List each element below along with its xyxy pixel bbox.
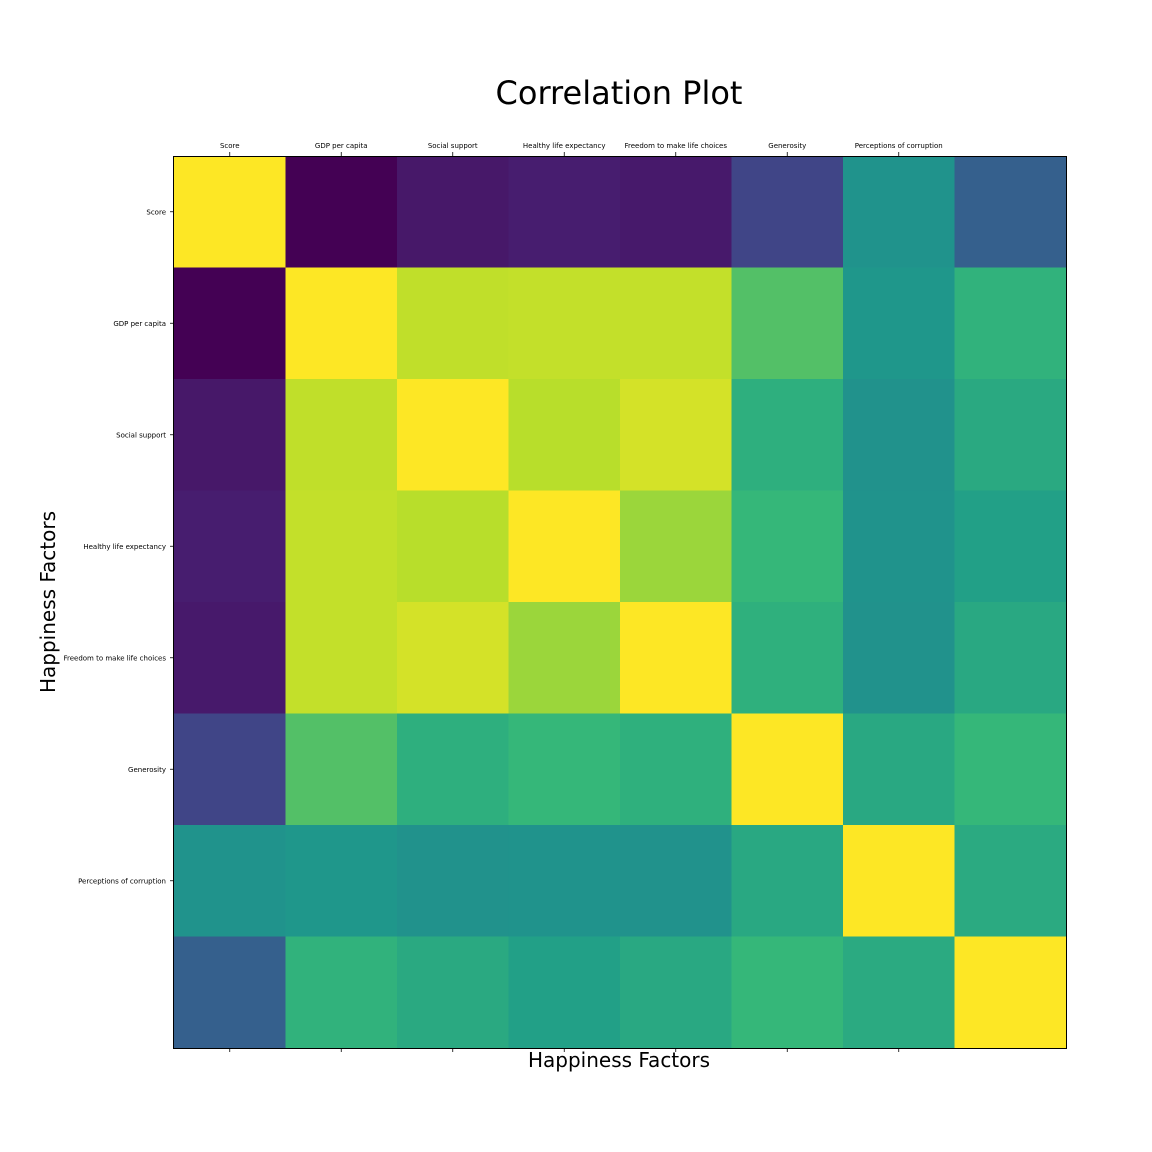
heatmap-cell-r3-c4: [620, 490, 733, 603]
heatmap-cell-r1-c0: [174, 267, 287, 380]
heatmap-cell-r6-c1: [285, 825, 398, 938]
chart-title: Correlation Plot: [496, 74, 743, 112]
x-tick-label-2: Social support: [428, 142, 478, 150]
heatmap-cell-r6-c3: [508, 825, 621, 938]
heatmap-cell-r4-c6: [843, 602, 956, 715]
heatmap-cell-r6-c0: [174, 825, 287, 938]
heatmap-cell-r0-c5: [731, 156, 844, 269]
heatmap-cell-r7-c6: [843, 936, 956, 1049]
x-tick-label-3: Healthy life expectancy: [523, 142, 606, 150]
y-tick-label-0: Score: [146, 208, 166, 216]
heatmap-cell-r2-c2: [397, 379, 510, 492]
heatmap-cell-r7-c0: [174, 936, 287, 1049]
heatmap-cell-r7-c7: [954, 936, 1067, 1049]
heatmap-cell-r7-c5: [731, 936, 844, 1049]
heatmap-cell-r3-c6: [843, 490, 956, 603]
heatmap-cell-r6-c7: [954, 825, 1067, 938]
heatmap-cell-r5-c5: [731, 713, 844, 826]
heatmap-cell-r6-c4: [620, 825, 733, 938]
heatmap-cell-r5-c2: [397, 713, 510, 826]
heatmap-cell-r2-c7: [954, 379, 1067, 492]
x-tick-label-0: Score: [220, 142, 240, 150]
heatmap-cell-r4-c2: [397, 602, 510, 715]
top-tick-marks: [229, 152, 900, 156]
heatmap-cell-r5-c3: [508, 713, 621, 826]
heatmap-cell-r5-c0: [174, 713, 287, 826]
heatmap-cell-r1-c7: [954, 267, 1067, 380]
heatmap-cell-r0-c1: [285, 156, 398, 269]
heatmap-cell-r0-c4: [620, 156, 733, 269]
heatmap-cell-r2-c3: [508, 379, 621, 492]
heatmap-cell-r2-c6: [843, 379, 956, 492]
heatmap-cell-r6-c5: [731, 825, 844, 938]
heatmap-cell-r1-c2: [397, 267, 510, 380]
heatmap-cell-r3-c5: [731, 490, 844, 603]
plot-frame: [173, 156, 1067, 1049]
y-tick-labels: Score GDP per capita Social support Healthy…: [63, 208, 166, 885]
heatmap-cell-r1-c6: [843, 267, 956, 380]
heatmap-cell-r5-c4: [620, 713, 733, 826]
heatmap-cell-r6-c2: [397, 825, 510, 938]
heatmap-cell-r3-c2: [397, 490, 510, 603]
heatmap-cell-r0-c3: [508, 156, 621, 269]
heatmap-cell-r0-c6: [843, 156, 956, 269]
x-tick-label-1: GDP per capita: [315, 142, 368, 150]
heatmap-cell-r2-c1: [285, 379, 398, 492]
heatmap-cell-r3-c1: [285, 490, 398, 603]
heatmap-cell-r3-c3: [508, 490, 621, 603]
x-axis-label: Happiness Factors: [528, 1048, 710, 1072]
heatmap-cell-r3-c0: [174, 490, 287, 603]
heatmap-cell-r7-c2: [397, 936, 510, 1049]
heatmap-cell-r7-c1: [285, 936, 398, 1049]
heatmap-cell-r4-c5: [731, 602, 844, 715]
heatmap-cell-r1-c3: [508, 267, 621, 380]
x-tick-label-4: Freedom to make life choices: [624, 142, 727, 150]
heatmap-cell-r5-c7: [954, 713, 1067, 826]
heatmap-cell-r4-c7: [954, 602, 1067, 715]
heatmap-cell-r5-c1: [285, 713, 398, 826]
heatmap-cell-r1-c1: [285, 267, 398, 380]
heatmap-cell-r1-c5: [731, 267, 844, 380]
heatmap-cell-r4-c1: [285, 602, 398, 715]
heatmap-cell-r7-c3: [508, 936, 621, 1049]
y-tick-label-6: Perceptions of corruption: [78, 877, 166, 885]
heatmap-cells: [174, 156, 1067, 1049]
heatmap-cell-r5-c6: [843, 713, 956, 826]
heatmap-cell-r1-c4: [620, 267, 733, 380]
y-tick-label-4: Freedom to make life choices: [63, 654, 166, 662]
heatmap-cell-r2-c5: [731, 379, 844, 492]
y-tick-label-5: Generosity: [128, 766, 166, 774]
heatmap-cell-r2-c4: [620, 379, 733, 492]
heatmap-cell-r4-c3: [508, 602, 621, 715]
y-tick-label-2: Social support: [116, 431, 166, 439]
heatmap-cell-r6-c6: [843, 825, 956, 938]
x-tick-label-5: Generosity: [768, 142, 806, 150]
heatmap-cell-r4-c0: [174, 602, 287, 715]
y-axis-label: Happiness Factors: [36, 511, 60, 693]
heatmap-cell-r4-c4: [620, 602, 733, 715]
heatmap-cell-r3-c7: [954, 490, 1067, 603]
x-tick-labels-top: Score GDP per capita Social support Healthy…: [220, 142, 943, 150]
y-tick-label-1: GDP per capita: [113, 320, 166, 328]
heatmap-cell-r2-c0: [174, 379, 287, 492]
heatmap-cell-r7-c4: [620, 936, 733, 1049]
heatmap-cell-r0-c0: [174, 156, 287, 269]
x-tick-label-6: Perceptions of corruption: [855, 142, 943, 150]
heatmap-cell-r0-c2: [397, 156, 510, 269]
y-tick-label-3: Healthy life expectancy: [83, 543, 166, 551]
heatmap-cell-r0-c7: [954, 156, 1067, 269]
